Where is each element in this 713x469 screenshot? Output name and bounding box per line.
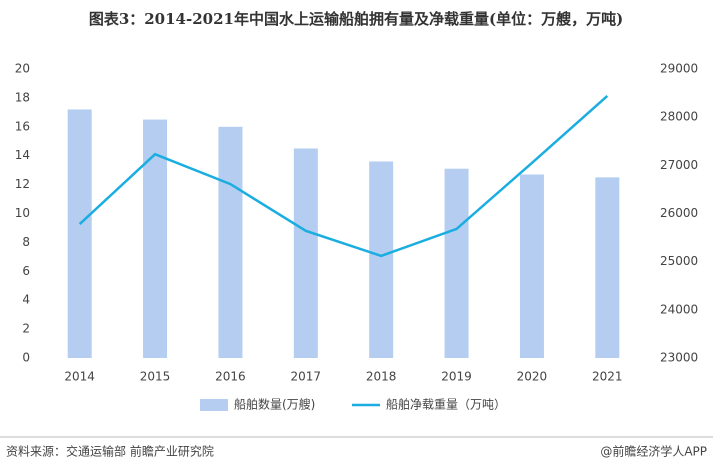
x-tick-label: 2016 [215, 370, 246, 384]
y2-tick-label: 26000 [660, 206, 698, 220]
x-tick-label: 2015 [140, 370, 171, 384]
y2-tick-label: 25000 [660, 254, 698, 268]
bar [444, 168, 469, 358]
y-tick-label: 16 [15, 119, 30, 133]
y-tick-label: 0 [22, 351, 30, 365]
y2-tick-label: 29000 [660, 62, 698, 76]
x-tick-label: 2017 [291, 370, 322, 384]
y-tick-label: 20 [15, 62, 30, 76]
y-tick-label: 2 [22, 322, 30, 336]
y-tick-label: 8 [22, 235, 30, 249]
credit: @前瞻经济学人APP [600, 444, 707, 459]
y2-tick-label: 23000 [660, 351, 698, 365]
legend-label: 船舶净载重量（万吨） [386, 397, 506, 412]
y-tick-label: 14 [15, 148, 30, 162]
x-tick-label: 2014 [64, 370, 95, 384]
bar [143, 119, 168, 358]
bar [218, 126, 243, 358]
legend-swatch [200, 399, 228, 411]
x-tick-label: 2020 [517, 370, 548, 384]
x-tick-label: 2019 [441, 370, 472, 384]
chart-title: 图表3：2014-2021年中国水上运输船舶拥有量及净载重量(单位：万艘，万吨) [89, 10, 623, 28]
y-tick-label: 6 [22, 264, 30, 278]
y-tick-label: 12 [15, 177, 30, 191]
bar [67, 109, 92, 359]
bar [369, 161, 394, 358]
y-tick-label: 18 [15, 90, 30, 104]
bar [595, 177, 620, 358]
y-tick-label: 4 [22, 293, 30, 307]
x-tick-label: 2021 [592, 370, 623, 384]
y2-tick-label: 27000 [660, 158, 698, 172]
source: 资料来源：交通运输部 前瞻产业研究院 [6, 444, 214, 459]
x-tick-label: 2018 [366, 370, 397, 384]
bar [293, 148, 318, 358]
y2-tick-label: 28000 [660, 110, 698, 124]
y-tick-label: 10 [15, 206, 30, 220]
legend-label: 船舶数量(万艘) [234, 397, 315, 412]
line [78, 95, 609, 258]
bar [519, 174, 544, 358]
y2-tick-label: 24000 [660, 302, 698, 316]
